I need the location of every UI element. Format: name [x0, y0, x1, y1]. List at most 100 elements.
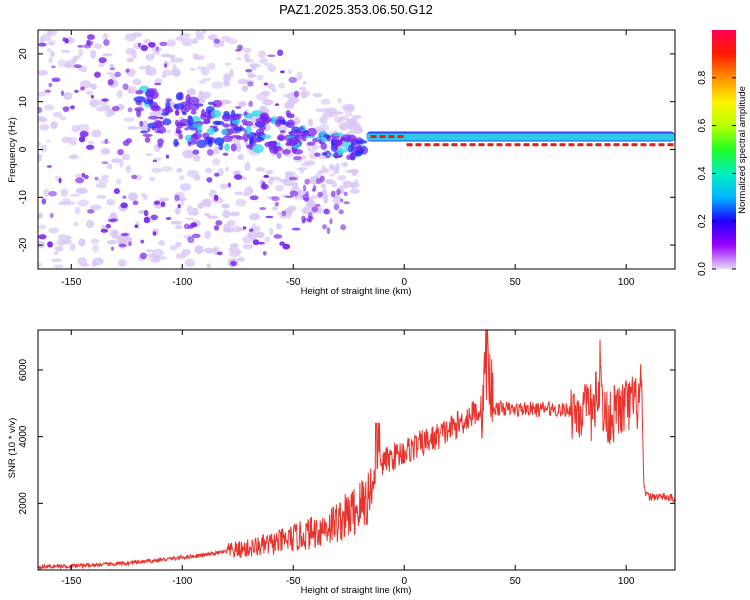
- purple-speck: [78, 136, 86, 143]
- tone-core-dash: [631, 143, 638, 147]
- tone-core-dash: [613, 143, 620, 147]
- purple-speck: [183, 223, 190, 230]
- tone-core-dash: [667, 143, 674, 147]
- noise-speck: [241, 85, 249, 92]
- noise-speck: [315, 108, 326, 113]
- snr-x-tick-label: -150: [61, 576, 81, 587]
- noise-speck: [306, 199, 316, 208]
- noise-speck: [293, 117, 301, 125]
- noise-speck: [111, 230, 118, 239]
- purple-speck: [48, 82, 53, 88]
- noise-speck: [74, 206, 81, 215]
- noise-speck: [98, 177, 109, 184]
- noise-speck: [236, 257, 246, 262]
- noise-speck: [315, 126, 321, 134]
- noise-speck: [57, 234, 69, 240]
- noise-speck: [255, 167, 266, 172]
- noise-speck: [287, 69, 293, 75]
- purple-speck: [70, 105, 75, 110]
- tail-blob: [343, 201, 350, 205]
- purple-speck: [114, 71, 122, 78]
- purple-speck: [101, 161, 109, 165]
- noise-speck: [90, 204, 102, 210]
- purple-speck: [60, 90, 65, 96]
- tail-blob: [302, 184, 307, 192]
- belt-blob: [196, 139, 207, 149]
- noise-speck: [203, 247, 215, 254]
- belt-blob: [150, 105, 162, 112]
- spectrogram-y-tick-label: 20: [18, 48, 29, 60]
- belt-blob: [349, 152, 356, 161]
- noise-speck: [69, 155, 79, 159]
- noise-speck: [106, 163, 113, 170]
- noise-speck: [192, 37, 198, 44]
- purple-speck: [247, 81, 254, 87]
- noise-speck: [275, 222, 283, 230]
- noise-speck: [224, 81, 231, 87]
- noise-speck: [195, 30, 202, 39]
- snr-panel: -150 -100 -50 0 50 100 2000 4000 6000 Height of…: [7, 329, 676, 596]
- noise-speck: [166, 39, 176, 47]
- noise-speck: [180, 198, 185, 206]
- spectrogram-x-tick-label: 50: [510, 277, 522, 288]
- belt-blob: [140, 130, 149, 134]
- noise-speck: [228, 247, 240, 252]
- purple-speck: [107, 79, 114, 86]
- noise-speck: [206, 62, 216, 70]
- noise-speck: [308, 119, 314, 127]
- noise-speck: [234, 191, 244, 196]
- purple-speck: [187, 236, 195, 244]
- noise-speck: [200, 67, 210, 76]
- purple-speck: [122, 140, 130, 147]
- noise-speck: [77, 257, 88, 266]
- purple-speck: [86, 209, 95, 214]
- belt-blob: [182, 111, 187, 116]
- tone-core-dash: [433, 143, 440, 147]
- noise-speck: [249, 213, 261, 221]
- belt-blob: [157, 138, 164, 146]
- noise-speck: [48, 227, 60, 234]
- noise-speck: [236, 57, 242, 61]
- noise-speck: [45, 139, 51, 143]
- noise-speck: [333, 170, 340, 175]
- noise-speck: [157, 109, 163, 117]
- purple-speck: [122, 195, 127, 199]
- noise-speck: [85, 90, 94, 96]
- noise-speck: [152, 50, 161, 56]
- purple-speck: [98, 57, 107, 64]
- purple-speck: [277, 49, 284, 57]
- purple-speck: [174, 194, 180, 202]
- noise-speck: [189, 67, 196, 72]
- noise-speck: [175, 36, 184, 41]
- purple-speck: [248, 100, 253, 108]
- noise-speck: [138, 66, 149, 70]
- noise-speck: [176, 168, 183, 173]
- noise-speck: [247, 230, 258, 239]
- belt-blob: [185, 94, 191, 104]
- noise-speck: [117, 258, 128, 266]
- purple-speck: [49, 212, 54, 219]
- noise-speck: [106, 239, 118, 245]
- purple-speck: [147, 127, 151, 132]
- purple-speck: [165, 154, 170, 159]
- purple-speck: [143, 210, 149, 217]
- noise-speck: [274, 184, 285, 192]
- purple-speck: [127, 107, 133, 113]
- purple-speck: [120, 202, 128, 209]
- noise-speck: [73, 221, 79, 227]
- noise-speck: [286, 98, 296, 107]
- noise-speck: [95, 182, 107, 189]
- tone-core-dash: [658, 143, 665, 147]
- noise-speck: [79, 80, 92, 89]
- belt-blob: [190, 109, 197, 115]
- purple-speck: [260, 183, 269, 190]
- tone-core-dash: [388, 135, 395, 139]
- noise-speck: [102, 53, 113, 57]
- noise-speck: [169, 244, 178, 251]
- noise-speck: [57, 59, 67, 68]
- noise-speck: [342, 163, 347, 168]
- purple-speck: [234, 49, 242, 52]
- tail-blob: [312, 184, 317, 191]
- purple-speck: [288, 76, 298, 84]
- noise-speck: [38, 69, 49, 76]
